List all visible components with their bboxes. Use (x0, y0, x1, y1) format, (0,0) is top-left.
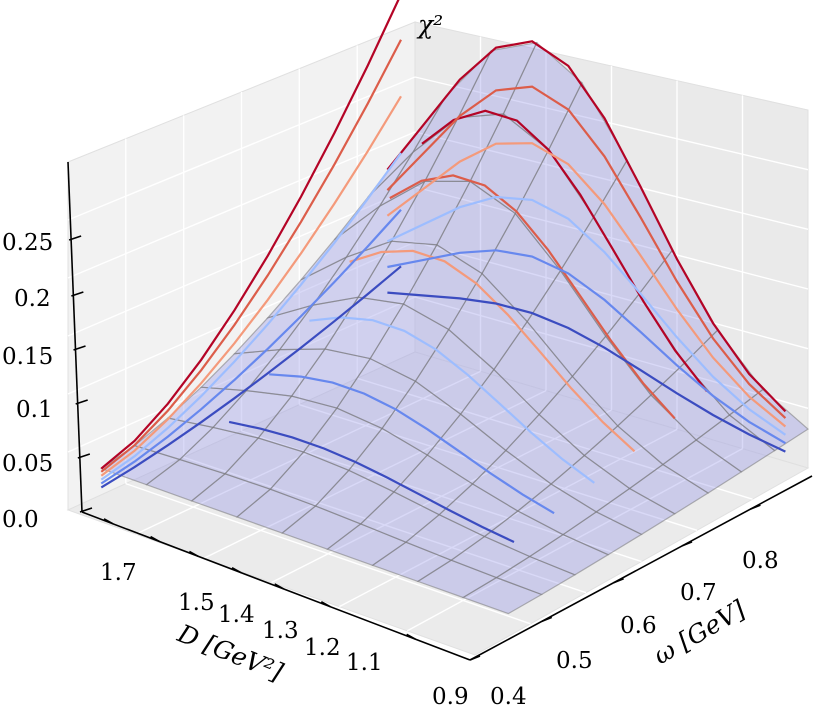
contour-line (100, 39, 402, 473)
z-tick-label: 0.15 (2, 344, 53, 370)
omega-tick (469, 655, 481, 661)
omega-tick-label: 0.7 (680, 580, 717, 606)
grid-line (67, 76, 416, 221)
d-tick (150, 535, 160, 543)
omega-tick (750, 504, 761, 510)
z-tick (77, 453, 91, 459)
omega-tick-label: 0.6 (620, 613, 657, 639)
omega-tick (613, 577, 624, 584)
d-tick (320, 601, 331, 608)
surface (99, 41, 809, 615)
grid-line (414, 76, 809, 171)
z-tick-label: 0.25 (2, 230, 53, 256)
contour-line (269, 373, 555, 515)
d-tick (231, 566, 242, 574)
contour-line (100, 208, 402, 485)
z-tick-label: 0.0 (2, 507, 39, 533)
grid-line (414, 131, 809, 231)
contour-line (100, 152, 402, 481)
z-axis (67, 161, 83, 513)
d-tick (189, 550, 199, 558)
z-tick-label: 0.2 (14, 286, 51, 312)
contour-line (100, 265, 402, 489)
contour-line (387, 291, 786, 453)
d-tick-label: 1.5 (178, 590, 215, 616)
d-tick (274, 583, 285, 590)
z-tick (73, 345, 86, 351)
z-tick (71, 291, 84, 297)
omega-tick-label: 0.4 (490, 684, 527, 710)
omega-tick-label: 0.8 (742, 548, 779, 574)
d-tick-label: 1.2 (304, 635, 341, 661)
contour-line (421, 109, 708, 392)
d-tick (103, 518, 114, 525)
omega-tick-label: 0.5 (556, 648, 593, 674)
contour-line (100, 95, 402, 477)
contour-line (349, 249, 636, 453)
contour-line (387, 249, 786, 445)
contour-line (386, 85, 787, 419)
grid-line (67, 131, 416, 279)
d-tick (406, 633, 417, 640)
d-tick-label: 1.3 (262, 618, 299, 644)
contour-line (386, 142, 787, 428)
omega-tick (681, 541, 693, 547)
omega-tick (541, 616, 553, 623)
contour-lines (100, 0, 787, 543)
grid-line (67, 241, 416, 395)
z-tick (79, 507, 93, 513)
d-tick-label: 0.9 (432, 684, 469, 710)
z-axis-label: χ² (416, 10, 443, 39)
contour-line (228, 420, 515, 543)
contour-line (386, 40, 787, 413)
contour-line (309, 316, 595, 484)
grid-line (414, 241, 809, 350)
d-axis (81, 511, 471, 661)
grid-line (414, 186, 809, 290)
contour-line (386, 195, 787, 436)
d-tick-label: 1.4 (218, 602, 255, 628)
ticks (68, 235, 761, 661)
z-tick-label: 0.1 (16, 397, 53, 423)
z-tick (75, 399, 88, 405)
z-tick (68, 235, 82, 241)
contour-line (100, 0, 400, 470)
grid-lines (67, 36, 809, 632)
d-tick-label: 1.1 (346, 650, 383, 676)
z-tick-label: 0.05 (2, 451, 53, 477)
d-tick-label: 1.7 (100, 560, 137, 586)
